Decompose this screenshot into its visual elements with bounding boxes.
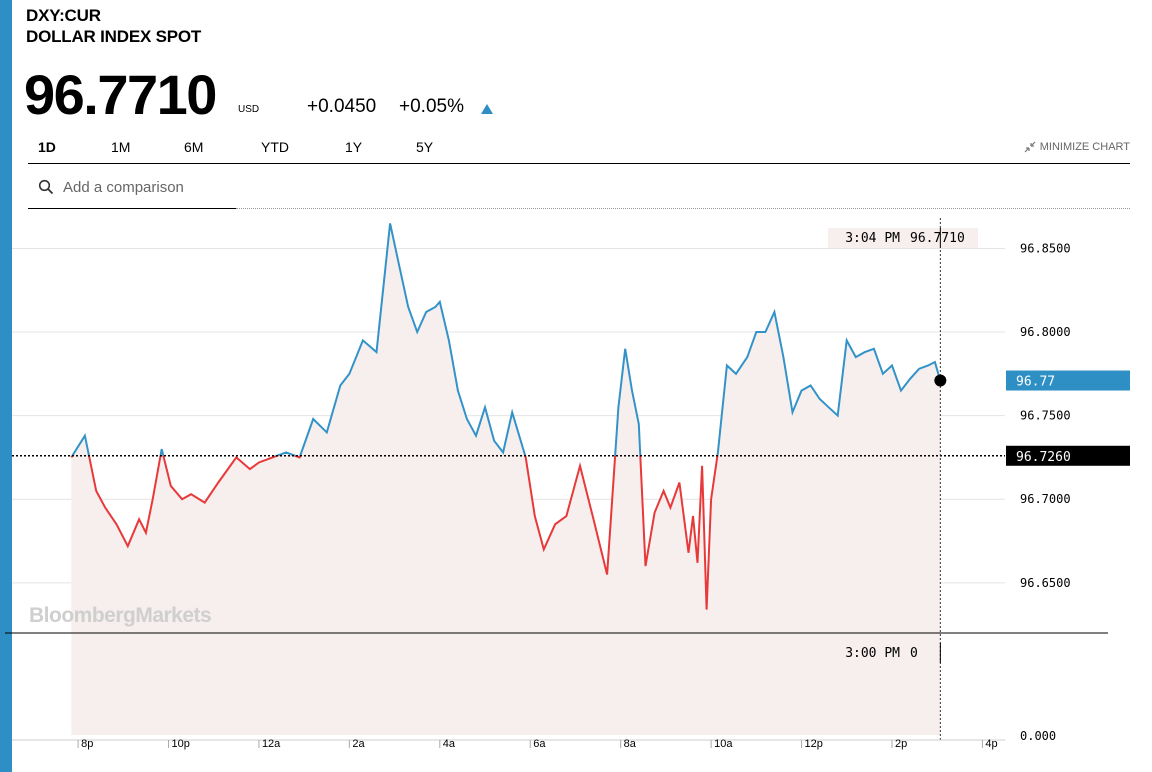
volume-y-tick: 0.000 xyxy=(1020,729,1056,743)
x-tick-label: 4p xyxy=(985,738,997,750)
x-tick-label: 12p xyxy=(805,738,823,750)
crosshair-value: 96.7710 xyxy=(910,231,965,246)
instrument-name: DOLLAR INDEX SPOT xyxy=(26,27,202,46)
ticker-symbol: DXY:CUR xyxy=(26,6,101,25)
x-tick-label: 10p xyxy=(172,738,190,750)
last-price-tag: 96.77 xyxy=(1016,375,1055,390)
tab-ytd[interactable]: YTD xyxy=(261,139,289,155)
search-input[interactable]: Add a comparison xyxy=(63,179,184,196)
x-tick-label: 10a xyxy=(714,738,733,750)
volume-tooltip-bg xyxy=(828,643,924,663)
accent-bar xyxy=(0,0,12,772)
volume-time: 3:00 PM xyxy=(845,646,900,661)
tab-1m[interactable]: 1M xyxy=(111,139,131,155)
tab-5y[interactable]: 5Y xyxy=(416,139,434,155)
last-price-marker xyxy=(934,374,947,387)
tabs-divider xyxy=(28,163,1130,164)
crosshair-time: 3:04 PM xyxy=(845,231,900,246)
volume-value: 0 xyxy=(910,646,918,661)
x-axis: 8p 10p 12a 2a 4a 6a 8a 10a 12p 2p 4p xyxy=(77,738,998,750)
x-tick-label: 4a xyxy=(443,738,456,750)
bloomberg-watermark: BloombergMarkets xyxy=(29,604,211,627)
x-tick-label: 8a xyxy=(624,738,637,750)
x-tick-label: 8p xyxy=(81,738,93,750)
minimize-chart-label: MINIMIZE CHART xyxy=(1039,141,1130,153)
currency-label: USD xyxy=(238,104,260,115)
y-tick-label: 96.7000 xyxy=(1020,492,1071,506)
last-price: 96.7710 xyxy=(24,63,217,126)
x-tick-label: 2a xyxy=(352,738,365,750)
tab-1y[interactable]: 1Y xyxy=(345,139,363,155)
tab-6m[interactable]: 6M xyxy=(184,139,204,155)
x-tick-label: 6a xyxy=(533,738,546,750)
price-change: +0.0450 xyxy=(307,96,377,117)
tab-1d[interactable]: 1D xyxy=(38,139,56,155)
minimize-icon xyxy=(1024,141,1036,153)
minimize-chart-button[interactable]: MINIMIZE CHART xyxy=(1024,141,1130,153)
comparison-search[interactable]: Add a comparison xyxy=(28,172,236,209)
x-tick-label: 2p xyxy=(895,738,907,750)
price-area-fill xyxy=(71,223,941,735)
x-tick-label: 12a xyxy=(262,738,281,750)
search-icon xyxy=(38,179,54,195)
y-axis: 96.8500 96.8000 96.7500 96.7000 96.6500 xyxy=(1020,241,1071,589)
price-change-percent: +0.05% xyxy=(399,96,464,117)
y-tick-label: 96.6500 xyxy=(1020,576,1071,590)
y-tick-label: 96.8000 xyxy=(1020,325,1071,339)
previous-close-tag: 96.7260 xyxy=(1016,450,1071,465)
dotted-divider xyxy=(236,208,1130,209)
last-price-tag-bg xyxy=(1006,370,1130,391)
y-tick-label: 96.7500 xyxy=(1020,409,1071,423)
previous-close-tag-bg xyxy=(1006,445,1130,466)
price-line-below xyxy=(70,455,719,610)
y-tick-label: 96.8500 xyxy=(1020,241,1071,255)
up-arrow-icon xyxy=(481,104,493,114)
price-line-above xyxy=(71,223,942,456)
